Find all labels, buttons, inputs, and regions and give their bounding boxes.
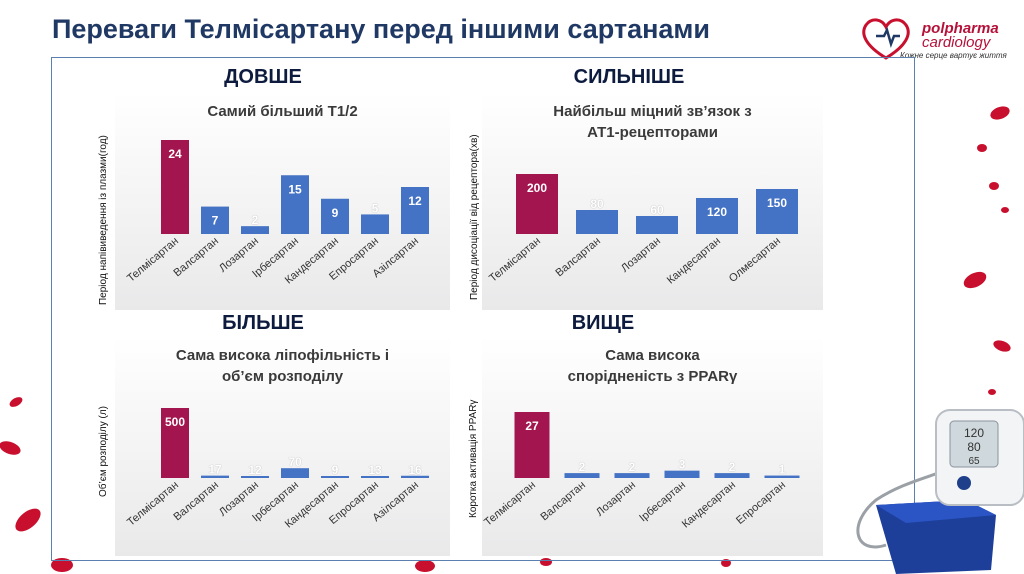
heading-stronger: СИЛЬНІШЕ [573,66,685,88]
category-tick-label: Валсартан [171,235,220,279]
category-tick-label: Кандесартан [680,479,738,530]
ylabel-half-life: Період напівиведення із плазми(год) [98,135,109,305]
bar [281,468,309,478]
bar-value-label: 15 [288,182,302,196]
bar [401,187,429,234]
slide-title: Переваги Телмісартану перед іншими сарта… [52,14,710,44]
heading-longer: ДОВШЕ [224,66,302,88]
bar-value-label: 80 [590,197,604,211]
category-tick-label: Валсартан [171,479,220,523]
bar-value-label: 2 [252,213,259,227]
bar [576,210,618,234]
bar-value-label: 70 [288,455,302,469]
ylabel-volume: Об’єм розподілу (л) [98,405,109,497]
bar [614,473,650,478]
bar-value-label: 16 [408,463,422,477]
chart-title-ppar: Сама висока спорідненість з PPARγ [567,347,738,385]
svg-text:80: 80 [967,440,981,454]
bar [241,476,269,478]
ylabel-dissociation: Період дисоціації від рецептора(хв) [469,134,480,300]
bar [201,206,229,234]
bar-chart-half-life: 24Телмісартан7Валсартан2Лозартан15Ірбеса… [125,140,429,287]
bar [361,214,389,234]
bar-chart-ppar: 27 Телмісартан 2 Валсартан 2 Лозартан 3 Ірбесар… [482,412,800,531]
bar-value-label: 13 [368,463,382,477]
bar-value-label: 500 [165,415,185,429]
bar-value-label: 2 [729,460,736,474]
bar-value-label: 17 [208,463,222,477]
bar [714,473,750,478]
category-tick-label: Епросартан [734,479,788,527]
bar-value-label: 150 [767,196,787,210]
logo-sub: cardiology [922,34,991,51]
bar-value-label: 200 [527,181,547,195]
bar-highlight [516,174,558,234]
bar [361,476,389,478]
category-tick-label: Валсартан [538,479,587,523]
svg-text:120: 120 [964,426,984,440]
category-tick-label: Лозартан [594,479,638,519]
category-tick-label: Телмісартан [487,235,543,285]
bar-value-label: 120 [707,205,727,219]
chart-title-half-life: Самий більший Т1/2 [207,103,358,120]
bar [664,470,700,478]
bar [764,475,800,478]
chart-title-volume: Сама висока ліпофільність і об’єм розпод… [175,347,390,385]
logo-tagline: Кожне серце вартує життя [900,51,1007,60]
bar [401,475,429,478]
bar [241,226,269,234]
bar-value-label: 9 [332,206,339,220]
bar-chart-volume: 500Телмісартан17Валсартан12Лозартан70Ірб… [125,408,429,531]
bar-highlight [161,408,189,478]
bar [636,216,678,234]
heading-higher: ВИЩЕ [571,312,635,334]
category-tick-label: Олмесартан [727,235,783,285]
category-tick-label: Телмісартан [125,235,181,285]
bar-value-label: 12 [248,463,262,477]
bar [321,476,349,478]
bar [321,198,349,234]
bar-value-label: 27 [525,419,539,433]
bar-value-label: 60 [650,203,664,217]
category-tick-label: Ірбесартан [637,479,688,524]
svg-text:65: 65 [968,456,980,467]
category-tick-label: Лозартан [619,235,663,275]
bar [564,473,600,478]
bar-highlight [161,140,189,234]
category-tick-label: Телмісартан [482,479,538,529]
bar-chart-dissociation: 200 Телмісартан 80 Валсартан 60 Лозартан 120 Ка… [487,174,798,287]
bar [201,475,229,478]
bar-value-label: 1 [779,463,786,477]
bar [281,175,309,234]
polpharma-heart-logo-icon [862,18,910,60]
bar-value-label: 9 [332,463,339,477]
bar-value-label: 2 [579,460,586,474]
bar-value-label: 24 [168,147,182,161]
bar-highlight [514,412,550,478]
category-tick-label: Телмісартан [125,479,181,529]
bar-value-label: 3 [679,458,686,472]
heading-more: БІЛЬШЕ [222,312,304,334]
chart-title-dissociation: Найбільш міцний зв’язок з АТ1-рецепторам… [553,103,752,141]
ylabel-ppar: Коротка активація PPARγ [468,399,479,518]
bar-value-label: 5 [372,201,379,215]
bar-value-label: 2 [629,460,636,474]
bar-value-label: 7 [212,214,219,228]
logo-brand: polpharma [922,20,999,37]
blood-pressure-monitor-icon: 120 80 65 [856,409,1024,574]
category-tick-label: Валсартан [553,235,602,279]
bar [696,198,738,234]
content-frame [51,57,915,561]
bar [756,189,798,234]
category-tick-label: Кандесартан [665,235,723,286]
bar-value-label: 12 [408,194,422,208]
